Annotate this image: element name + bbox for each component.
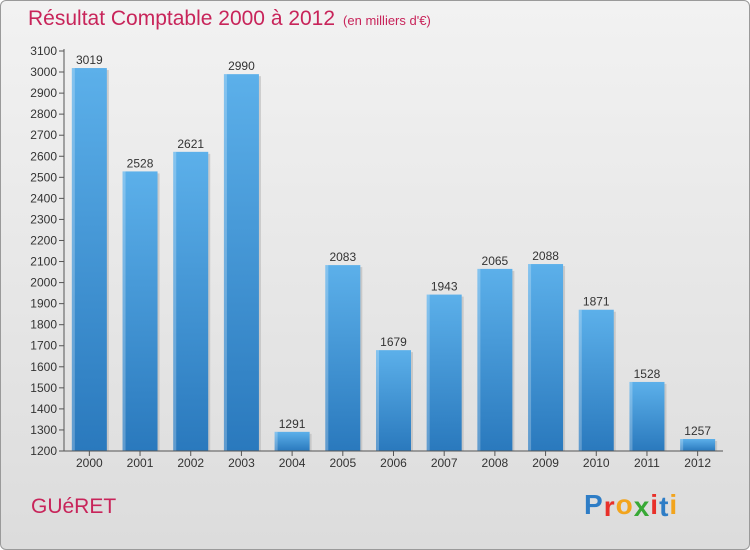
y-tick-label: 3100 <box>30 44 57 58</box>
x-tick-label: 2008 <box>482 456 509 470</box>
logo-letter: r <box>603 491 616 522</box>
bar-2006 <box>376 350 411 451</box>
bar-2004 <box>274 431 310 451</box>
bar-value-label: 2065 <box>482 254 509 268</box>
y-tick-label: 1500 <box>30 381 57 395</box>
x-tick-label: 2004 <box>279 456 306 470</box>
y-tick-label: 1600 <box>30 360 57 374</box>
bar-2001 <box>122 171 158 451</box>
bar-2007 <box>426 294 462 451</box>
bar-highlight <box>274 431 278 451</box>
y-tick-label: 2300 <box>30 212 57 226</box>
logo-letter: i <box>669 489 679 520</box>
bar-value-label: 2083 <box>329 250 356 264</box>
x-tick-label: 2007 <box>431 456 458 470</box>
y-tick-label: 1700 <box>30 339 57 353</box>
logo-letter: P <box>584 489 604 520</box>
x-tick-label: 2006 <box>380 456 407 470</box>
bar-highlight <box>173 151 177 451</box>
x-tick-label: 2012 <box>684 456 711 470</box>
bar-value-label: 1871 <box>583 295 610 309</box>
bar-highlight <box>71 68 75 451</box>
bar-value-label: 2990 <box>228 59 255 73</box>
y-tick-label: 2100 <box>30 255 57 269</box>
x-axis: 2000 2001 2002 2003 2004 2005 2006 2007 2008 2009… <box>64 450 723 470</box>
bar-2012 <box>680 439 716 451</box>
chart-title: Résultat Comptable 2000 à 2012 (en millie… <box>28 7 431 31</box>
y-tick-label: 2700 <box>30 128 57 142</box>
x-tick-label: 2002 <box>177 456 204 470</box>
y-tick-label: 2800 <box>30 107 57 121</box>
bar-2010 <box>578 309 614 451</box>
bar-value-label: 2621 <box>177 137 204 151</box>
bar-2003 <box>223 74 259 451</box>
bar-highlight <box>578 309 582 451</box>
bar-2009 <box>528 264 564 451</box>
y-tick-label: 1200 <box>30 444 57 458</box>
y-tick-label: 2200 <box>30 233 57 247</box>
bar-highlight <box>325 265 329 451</box>
logo-letter: x <box>633 491 651 522</box>
x-tick-label: 2011 <box>634 456 660 470</box>
y-tick-label: 1400 <box>30 402 57 416</box>
bar-value-label: 2088 <box>532 249 559 263</box>
bar-value-label: 1679 <box>380 335 407 349</box>
bar-value-label: 1257 <box>684 424 711 438</box>
x-tick-label: 2001 <box>127 456 154 470</box>
bars-group: 3019 2528 2621 2990 1291 2083 1679 1943 2065 2088… <box>71 53 718 451</box>
y-tick-label: 2600 <box>30 149 57 163</box>
x-tick-label: 2003 <box>228 456 255 470</box>
y-tick-label: 1300 <box>30 423 57 437</box>
bar-value-label: 1943 <box>431 280 458 294</box>
bar-2002 <box>173 151 209 451</box>
bar-2008 <box>477 268 513 451</box>
y-tick-label: 2900 <box>30 86 57 100</box>
bar-highlight <box>629 381 633 451</box>
bar-2000 <box>71 68 107 451</box>
logo-letter: i <box>650 489 660 520</box>
y-axis: 1200 1300 1400 1500 1600 1700 1800 1900 2000 2100… <box>30 44 65 458</box>
bar-highlight <box>680 439 684 451</box>
logo-letter: t <box>659 491 670 522</box>
bar-2005 <box>325 265 361 451</box>
bar-highlight <box>426 294 430 451</box>
y-tick-label: 1900 <box>30 297 57 311</box>
x-tick-label: 2005 <box>329 456 356 470</box>
chart-title-text: Résultat Comptable 2000 à 2012 <box>28 7 336 30</box>
bar-highlight <box>223 74 227 451</box>
proxiti-logo: Proxiti <box>584 489 679 522</box>
bar-highlight <box>122 171 126 451</box>
y-tick-label: 1800 <box>30 318 57 332</box>
x-tick-label: 2010 <box>583 456 610 470</box>
chart-subtitle: (en milliers d'€) <box>343 13 431 28</box>
y-tick-label: 3000 <box>30 65 57 79</box>
bar-value-label: 3019 <box>76 53 103 67</box>
bar-value-label: 2528 <box>127 156 154 170</box>
logo-letter: o <box>615 489 634 520</box>
bar-highlight <box>376 350 379 451</box>
x-tick-label: 2009 <box>532 456 559 470</box>
y-tick-label: 2400 <box>30 191 57 205</box>
y-tick-label: 2000 <box>30 276 57 290</box>
bar-highlight <box>528 264 532 451</box>
x-tick-label: 2000 <box>76 456 103 470</box>
y-tick-label: 2500 <box>30 170 57 184</box>
town-name: GUéRET <box>31 495 117 518</box>
bar-2011 <box>629 381 665 451</box>
bar-value-label: 1291 <box>279 417 306 431</box>
bar-highlight <box>477 268 481 451</box>
bar-value-label: 1528 <box>634 367 661 381</box>
